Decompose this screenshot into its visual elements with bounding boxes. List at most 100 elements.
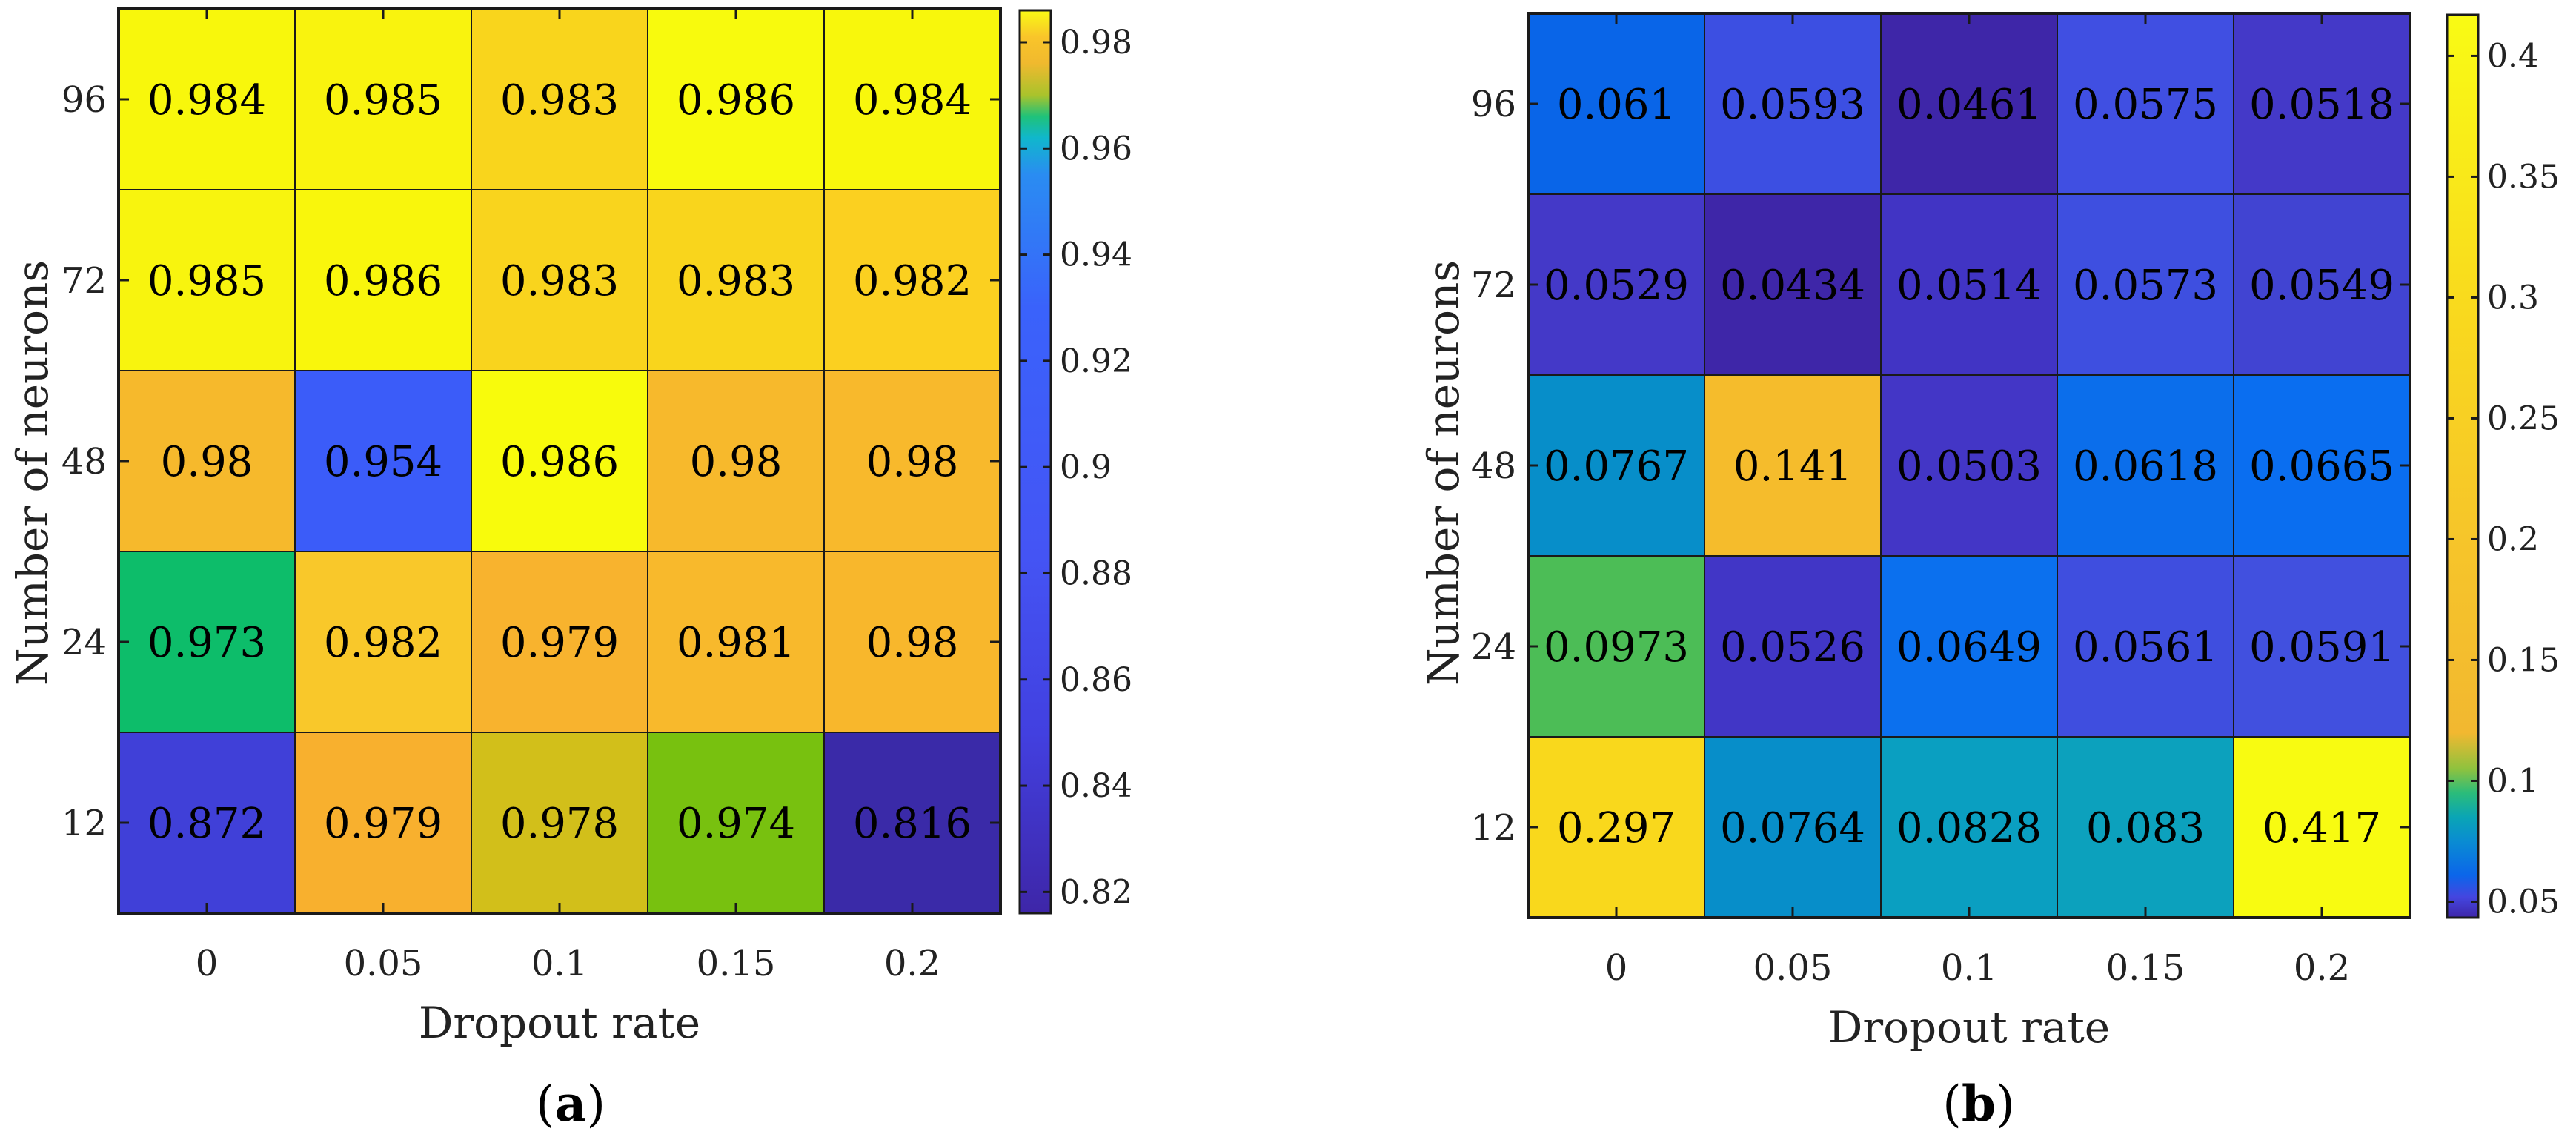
- cell-value-label: 0.984: [147, 76, 266, 125]
- heatmap-cell: [471, 551, 648, 733]
- cell-value-label: 0.981: [677, 619, 795, 667]
- cell-value-label: 0.0514: [1896, 262, 2042, 310]
- y-tick-label: 96: [1471, 84, 1516, 125]
- x-tick-label: 0.05: [344, 943, 423, 984]
- cell-value-label: 0.974: [677, 800, 795, 848]
- heatmap-cell: [1527, 555, 1705, 738]
- colorbar-tick-label: 0.96: [1060, 130, 1132, 168]
- y-tick-label: 48: [1471, 445, 1516, 487]
- colorbar-tick-label: 0.3: [2487, 279, 2539, 317]
- colorbar-tick-label: 0.86: [1060, 661, 1132, 699]
- cell-value-label: 0.984: [853, 76, 972, 125]
- cell-value-label: 0.986: [324, 257, 442, 305]
- heatmap-cell: [294, 551, 472, 733]
- heatmap-cell: [1880, 736, 2058, 918]
- heatmap-cell: [118, 8, 296, 190]
- x-tick-label: 0.1: [531, 943, 588, 984]
- cell-value-label: 0.0518: [2249, 81, 2394, 129]
- cell-value-label: 0.0764: [1720, 804, 1865, 852]
- heatmap-cell: [2057, 374, 2234, 557]
- heatmap-cell: [2057, 736, 2234, 918]
- heatmap-cell: [823, 189, 1001, 371]
- heatmap-cell: [1527, 13, 1705, 195]
- x-tick-label: 0: [196, 943, 219, 984]
- cell-value-label: 0.0434: [1720, 262, 1865, 310]
- heatmap-cell: [1880, 374, 2058, 557]
- y-axis-title: Number of neurons: [1418, 260, 1469, 686]
- colorbar-tick-label: 0.35: [2487, 158, 2560, 196]
- heatmap-cell: [294, 732, 472, 914]
- y-tick-label: 24: [1471, 626, 1516, 668]
- heatmap-cell: [2233, 736, 2411, 918]
- heatmap-cell: [1880, 193, 2058, 376]
- colorbar: [2446, 13, 2480, 919]
- colorbar-tick-label: 0.84: [1060, 767, 1132, 805]
- colorbar-tick-label: 0.25: [2487, 400, 2560, 437]
- x-axis-title: Dropout rate: [419, 998, 700, 1048]
- x-axis-title: Dropout rate: [1828, 1002, 2110, 1053]
- heatmap-cell: [647, 732, 825, 914]
- cell-value-label: 0.985: [324, 76, 442, 125]
- x-tick-label: 0.15: [697, 943, 776, 984]
- heatmap-cell: [823, 732, 1001, 914]
- y-tick-label: 48: [62, 441, 107, 483]
- colorbar-tick-label: 0.9: [1060, 448, 1112, 486]
- cell-value-label: 0.979: [324, 800, 442, 848]
- heatmap-cell: [1880, 13, 2058, 195]
- colorbar-tick-label: 0.15: [2487, 641, 2560, 679]
- cell-value-label: 0.954: [324, 438, 442, 486]
- cell-value-label: 0.0767: [1544, 443, 1689, 491]
- cell-value-label: 0.0549: [2249, 262, 2394, 310]
- x-tick-label: 0.2: [2294, 947, 2350, 989]
- heatmap-cell: [1704, 736, 1882, 918]
- y-tick-label: 72: [1471, 265, 1516, 306]
- colorbar: [1018, 9, 1052, 915]
- heatmap-cell: [118, 189, 296, 371]
- heatmap-cell: [823, 8, 1001, 190]
- cell-value-label: 0.0665: [2249, 443, 2394, 491]
- heatmap-cell: [2233, 374, 2411, 557]
- colorbar-tick-label: 0.05: [2487, 883, 2560, 921]
- y-axis-title: Number of neurons: [7, 260, 58, 686]
- colorbar-tick-label: 0.2: [2487, 520, 2539, 558]
- cell-value-label: 0.978: [500, 800, 619, 848]
- cell-value-label: 0.983: [677, 257, 795, 305]
- heatmap-cell: [823, 551, 1001, 733]
- cell-value-label: 0.98: [866, 619, 959, 667]
- cell-value-label: 0.083: [2086, 804, 2205, 852]
- heatmap-cell: [471, 189, 648, 371]
- colorbar-tick-label: 0.98: [1060, 24, 1132, 62]
- cell-value-label: 0.872: [147, 800, 266, 848]
- cell-value-label: 0.0649: [1896, 623, 2042, 672]
- heatmap-panel-b: 0.061 0.0593 0.0461 0.0575 0.0518 0.0529 0.043…: [1418, 12, 2560, 1133]
- cell-value-label: 0.0828: [1896, 804, 2042, 852]
- cell-value-label: 0.0573: [2073, 262, 2218, 310]
- cell-value-label: 0.417: [2263, 804, 2381, 852]
- cell-value-label: 0.98: [866, 438, 959, 486]
- x-tick-label: 0.1: [1941, 947, 1997, 989]
- colorbar-tick-label: 0.88: [1060, 554, 1132, 592]
- cell-value-label: 0.0529: [1544, 262, 1689, 310]
- cell-value-label: 0.0593: [1720, 81, 1865, 129]
- cell-value-label: 0.0461: [1896, 81, 2042, 129]
- colorbar-tick-label: 0.94: [1060, 236, 1132, 274]
- heatmap-cell: [2233, 555, 2411, 738]
- cell-value-label: 0.0973: [1544, 623, 1689, 672]
- panel-label: (b): [1942, 1075, 2015, 1133]
- cell-value-label: 0.0526: [1720, 623, 1865, 672]
- cell-value-label: 0.0575: [2073, 81, 2218, 129]
- heatmap-cell: [294, 370, 472, 552]
- cell-value-label: 0.985: [147, 257, 266, 305]
- cell-value-label: 0.141: [1733, 443, 1852, 491]
- cell-value-label: 0.986: [677, 76, 795, 125]
- cell-value-label: 0.98: [690, 438, 783, 486]
- y-tick-label: 96: [62, 79, 107, 121]
- cell-value-label: 0.986: [500, 438, 619, 486]
- colorbar-tick-label: 0.82: [1060, 873, 1132, 911]
- x-tick-label: 0.05: [1753, 947, 1833, 989]
- cell-value-label: 0.983: [500, 257, 619, 305]
- cell-value-label: 0.297: [1557, 804, 1676, 852]
- heatmap-cell: [118, 551, 296, 733]
- cell-value-label: 0.0503: [1896, 443, 2042, 491]
